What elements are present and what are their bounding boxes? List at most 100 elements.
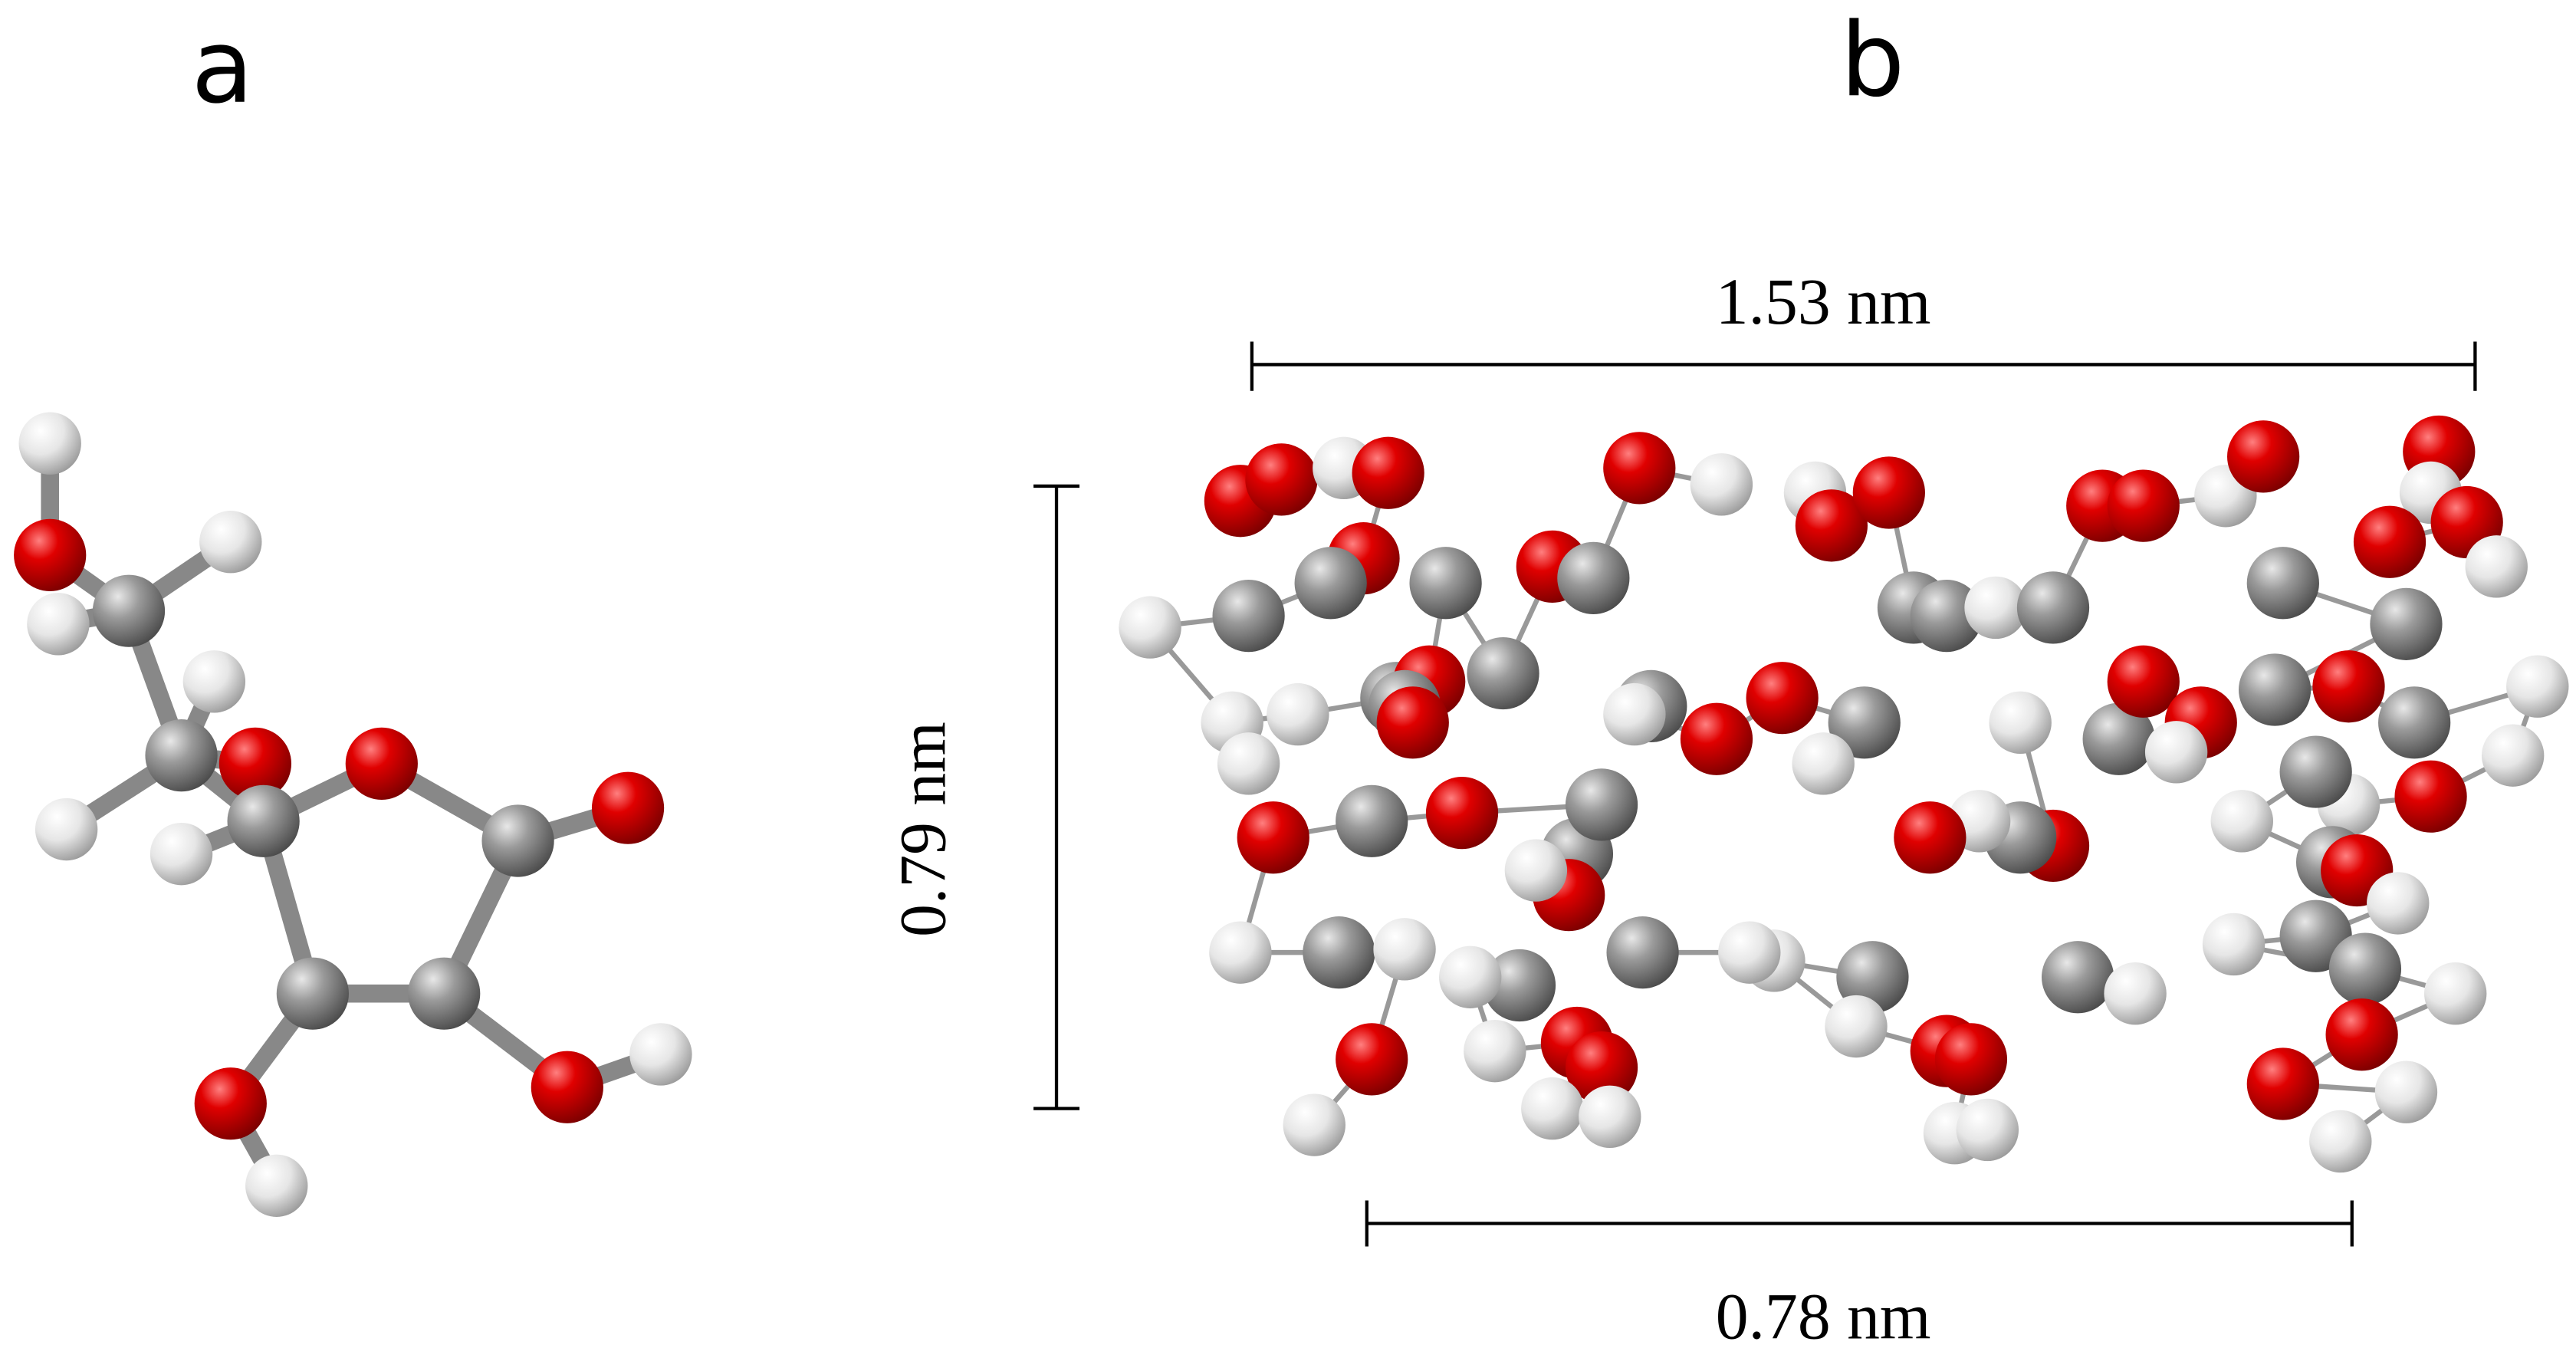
carbon-atom [1606,916,1679,989]
hydrogen-atom [2367,872,2430,935]
carbon-atom [1565,768,1638,841]
dimension-label: 0.78 nm [1716,1280,1931,1345]
oxygen-atom [1352,436,1424,509]
oxygen-atom [1934,1023,2008,1096]
hydrogen-atom [2309,1110,2372,1173]
carbon-atom [2246,547,2319,620]
carbon-atom [1828,686,1901,759]
hydrogen-atom [18,412,81,475]
oxygen-atom [1894,801,1967,874]
hydrogen-atom [1267,682,1329,746]
dimension-side: 0.79 nm [886,484,1080,1110]
hydrogen-atom [1964,576,2027,640]
hydrogen-atom [1373,918,1436,981]
hydrogen-atom [2424,962,2487,1025]
hydrogen-atom [2374,1061,2438,1123]
dimension-bottom: 0.78 nm [1365,1200,2354,1345]
hydrogen-atom [1521,1077,1584,1140]
hydrogen-atom [1825,995,1888,1058]
oxygen-atom [1425,776,1499,850]
carbon-atom [1294,547,1367,620]
hydrogen-atom [1439,945,1502,1008]
dimension-label: 1.53 nm [1716,265,1931,338]
hydrogen-atom [2144,721,2208,784]
carbon-atom [1212,579,1285,653]
carbon-atom [1557,541,1630,614]
carbon-atom [2239,653,2312,726]
hydrogen-atom [1119,596,1181,659]
carbon-atom [1409,547,1482,620]
carbon-atom [408,957,481,1030]
oxygen-atom [2246,1047,2319,1120]
carbon-atom [2279,735,2352,808]
carbon-atom [276,957,349,1030]
oxygen-atom [1852,456,1925,529]
carbon-atom [2370,587,2443,660]
hydrogen-atom [1464,1019,1526,1083]
oxygen-atom [1336,1023,1408,1096]
carbon-atom [1336,784,1408,857]
hydrogen-atom [150,822,213,886]
carbon-atom [1467,636,1539,710]
panel-label: a [191,8,253,127]
hydrogen-atom [2104,962,2167,1025]
hydrogen-atom [1283,1093,1346,1156]
hydrogen-atom [27,593,90,656]
hydrogen-atom [34,797,98,861]
hydrogen-atom [1690,453,1753,516]
dimension-label: 0.79 nm [886,722,959,937]
hydrogen-atom [1504,839,1568,902]
carbon-atom [1303,916,1375,989]
hydrogen-atom [2465,535,2528,598]
hydrogen-atom [182,650,246,713]
oxygen-atom [194,1067,267,1140]
hydrogen-atom [1217,732,1280,795]
oxygen-atom [1565,1031,1638,1104]
carbon-atom [2378,686,2451,759]
panel-label: b [1840,2,1904,120]
hydrogen-atom [1792,732,1855,795]
dimension-top: 1.53 nm [1250,265,2477,391]
oxygen-atom [2353,505,2426,578]
hydrogen-atom [1603,682,1666,746]
carbon-atom [227,784,300,857]
oxygen-atom [14,518,87,591]
oxygen-atom [531,1051,603,1123]
oxygen-atom [1795,489,1868,562]
oxygen-atom [1746,662,1819,735]
carbon-atom [2082,702,2155,775]
hydrogen-atom [1956,1098,2019,1162]
oxygen-atom [2107,469,2180,542]
carbon-atom [92,574,166,647]
atoms [14,412,2569,1217]
hydrogen-atom [245,1154,308,1217]
hydrogen-atom [2202,913,2266,976]
oxygen-atom [2312,650,2385,723]
oxygen-atom [1603,432,1676,505]
oxygen-atom [2394,760,2467,833]
carbon-atom [145,719,218,792]
hydrogen-atom [1989,691,2052,755]
hydrogen-atom [1718,921,1781,984]
oxygen-atom [1245,443,1318,516]
oxygen-atom [345,727,418,800]
carbon-atom [2042,941,2114,1014]
carbon-atom [2016,571,2090,644]
hydrogen-atom [1579,1085,1641,1149]
hydrogen-atom [199,511,262,574]
oxygen-atom [2325,998,2398,1071]
oxygen-atom [1237,801,1309,874]
carbon-atom [1836,941,1909,1014]
carbon-atom [1910,579,1983,653]
oxygen-atom [591,771,665,844]
oxygen-atom [1376,686,1449,759]
hydrogen-atom [2506,655,2569,718]
hydrogen-atom [2210,790,2273,853]
hydrogen-atom [2481,724,2545,787]
hydrogen-atom [629,1023,692,1086]
carbon-atom [1483,949,1556,1022]
oxygen-atom [2227,420,2300,493]
oxygen-atom [2107,645,2180,718]
